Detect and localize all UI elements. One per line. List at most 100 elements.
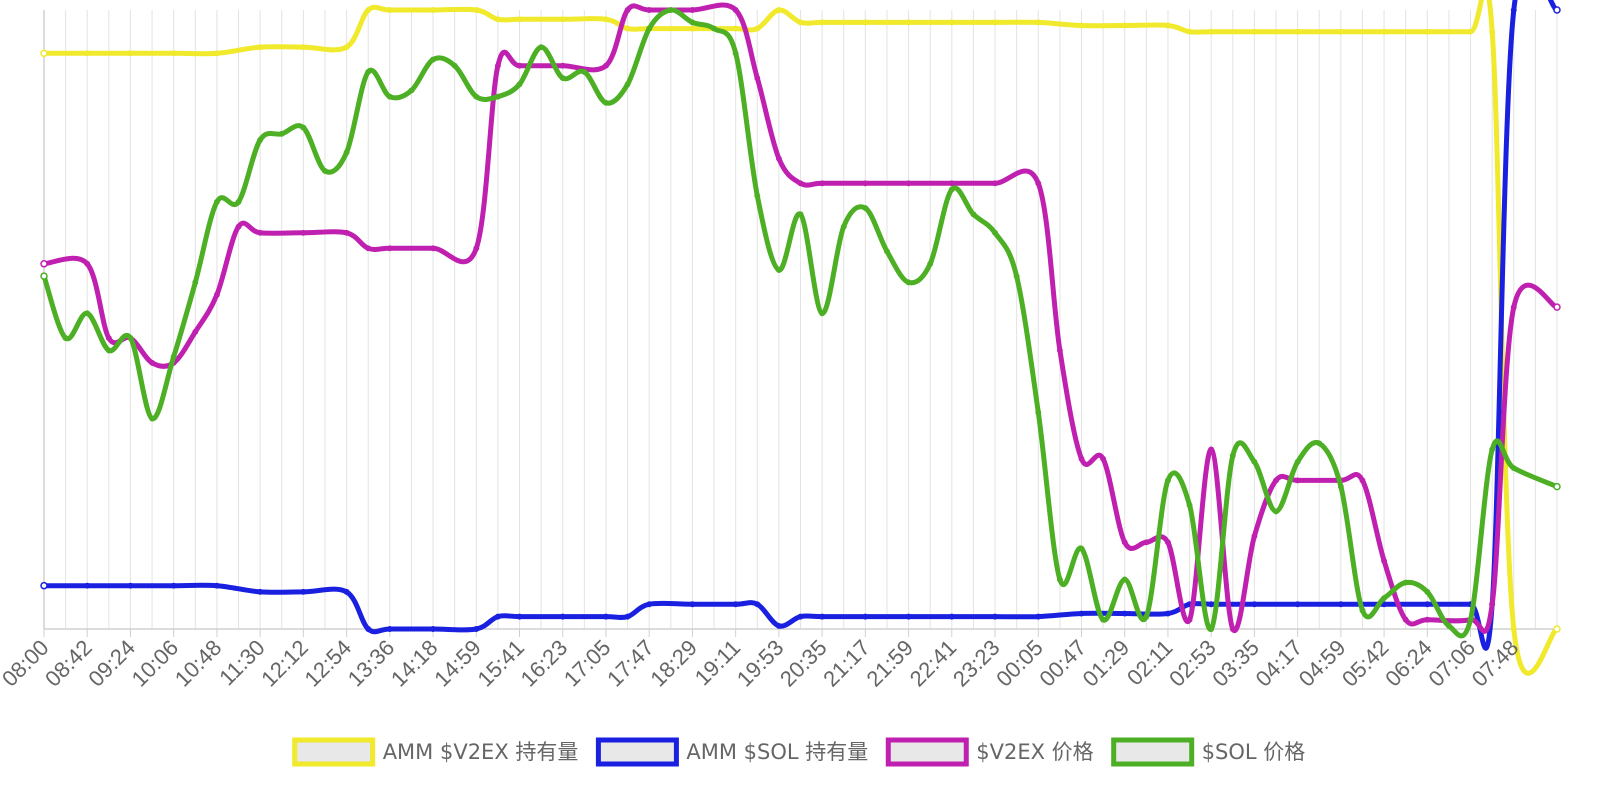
data-point[interactable] [257, 588, 264, 595]
data-point[interactable] [257, 137, 264, 143]
data-point[interactable] [62, 335, 69, 342]
data-point[interactable] [40, 581, 48, 590]
data-point[interactable] [559, 613, 566, 620]
data-point[interactable] [754, 75, 761, 82]
data-point[interactable] [494, 16, 501, 23]
data-point[interactable] [84, 50, 91, 57]
data-point[interactable] [1164, 610, 1171, 617]
data-point[interactable] [40, 272, 48, 280]
data-point[interactable] [992, 180, 998, 187]
data-point[interactable] [775, 155, 782, 162]
data-point[interactable] [473, 626, 480, 632]
data-point[interactable] [1489, 28, 1496, 35]
data-point[interactable] [689, 7, 696, 13]
data-point[interactable] [559, 16, 566, 23]
data-point[interactable] [84, 582, 91, 589]
data-point[interactable] [1078, 545, 1085, 552]
data-point[interactable] [127, 50, 134, 57]
series-line[interactable] [41, 0, 1560, 676]
data-point[interactable] [1381, 595, 1388, 601]
data-point[interactable] [1424, 28, 1431, 35]
data-point[interactable] [992, 19, 998, 26]
data-point[interactable] [1489, 446, 1496, 453]
data-point[interactable] [1100, 455, 1107, 462]
data-point[interactable] [1229, 626, 1236, 632]
data-point[interactable] [1078, 22, 1085, 29]
data-point[interactable] [430, 626, 437, 632]
data-point[interactable] [732, 601, 739, 608]
data-point[interactable] [213, 50, 220, 57]
series-line[interactable] [41, 0, 1560, 651]
data-point[interactable] [1121, 576, 1128, 583]
data-point[interactable] [473, 93, 480, 100]
data-point[interactable] [819, 180, 826, 187]
data-point[interactable] [797, 19, 804, 26]
data-point[interactable] [884, 248, 890, 255]
data-point[interactable] [840, 223, 847, 230]
data-point[interactable] [927, 260, 934, 267]
data-point[interactable] [300, 229, 307, 236]
data-point[interactable] [1553, 303, 1561, 311]
data-point[interactable] [84, 260, 91, 267]
data-point[interactable] [754, 192, 761, 199]
data-point[interactable] [170, 353, 177, 360]
data-point[interactable] [1294, 458, 1301, 465]
data-point[interactable] [1035, 180, 1042, 187]
data-point[interactable] [494, 62, 501, 69]
data-point[interactable] [1035, 409, 1042, 416]
data-point[interactable] [473, 7, 480, 13]
data-point[interactable] [624, 613, 631, 620]
data-point[interactable] [624, 7, 631, 13]
data-point[interactable] [1273, 508, 1279, 515]
data-point[interactable] [1143, 613, 1150, 620]
data-point[interactable] [1035, 613, 1042, 620]
data-point[interactable] [1035, 19, 1042, 26]
data-point[interactable] [235, 198, 242, 205]
data-point[interactable] [1489, 601, 1496, 608]
data-point[interactable] [1467, 616, 1474, 623]
data-point[interactable] [257, 229, 264, 236]
data-point[interactable] [948, 180, 955, 187]
data-point[interactable] [105, 347, 112, 354]
data-point[interactable] [538, 44, 545, 51]
data-point[interactable] [1121, 539, 1128, 546]
data-point[interactable] [862, 613, 869, 620]
data-point[interactable] [1553, 482, 1561, 491]
data-point[interactable] [1510, 465, 1517, 472]
data-point[interactable] [278, 130, 285, 137]
data-point[interactable] [365, 7, 372, 13]
data-point[interactable] [905, 180, 912, 187]
data-point[interactable] [646, 25, 653, 32]
data-point[interactable] [516, 81, 523, 88]
data-point[interactable] [40, 260, 48, 268]
data-point[interactable] [1553, 6, 1561, 14]
data-point[interactable] [775, 7, 782, 13]
data-point[interactable] [1445, 622, 1452, 629]
data-point[interactable] [689, 19, 696, 26]
data-point[interactable] [192, 328, 199, 335]
data-point[interactable] [1294, 28, 1301, 35]
data-point[interactable] [1056, 347, 1063, 354]
data-point[interactable] [430, 56, 437, 63]
data-point[interactable] [1381, 557, 1388, 564]
data-point[interactable] [1359, 477, 1366, 484]
data-point[interactable] [754, 25, 761, 32]
data-point[interactable] [1294, 477, 1301, 484]
data-point[interactable] [494, 613, 501, 620]
legend-item-1[interactable]: AMM $V2EX 持有量 [292, 737, 579, 767]
data-point[interactable] [300, 124, 307, 131]
data-point[interactable] [992, 229, 998, 236]
data-point[interactable] [1208, 28, 1215, 35]
data-point[interactable] [1402, 579, 1409, 586]
data-point[interactable] [1251, 28, 1258, 35]
data-point[interactable] [1078, 610, 1085, 617]
data-point[interactable] [1013, 273, 1020, 280]
data-point[interactable] [149, 415, 156, 422]
data-point[interactable] [1186, 502, 1193, 509]
data-point[interactable] [300, 588, 307, 595]
data-point[interactable] [948, 186, 955, 193]
data-point[interactable] [559, 62, 566, 69]
data-point[interactable] [451, 62, 458, 69]
data-point[interactable] [1251, 601, 1258, 608]
data-point[interactable] [646, 7, 653, 13]
